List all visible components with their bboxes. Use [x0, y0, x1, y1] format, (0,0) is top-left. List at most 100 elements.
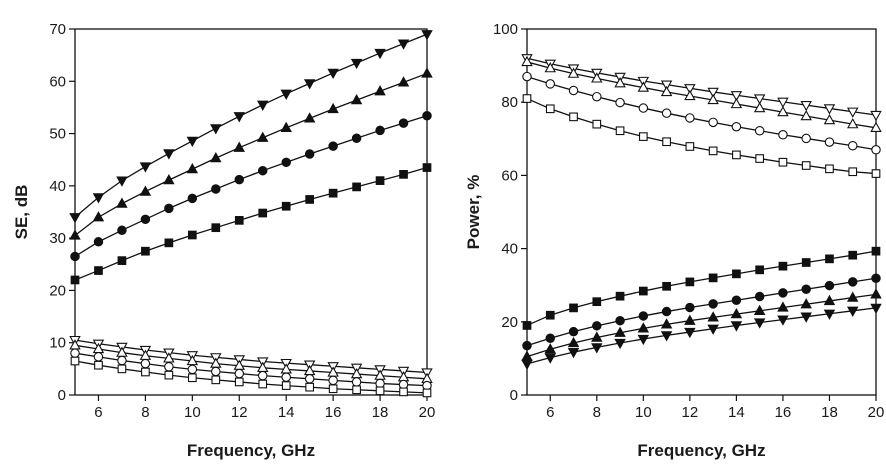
power-series-4-line — [526, 97, 877, 175]
power-series-2-point — [637, 81, 650, 92]
power-series-6-point — [522, 340, 532, 351]
power-x-tick-label: 6 — [546, 404, 554, 421]
power-series-7-point — [707, 311, 719, 322]
se-series-3-point — [398, 118, 409, 128]
se-series-3-point — [234, 174, 245, 185]
se-series-1-point — [350, 58, 363, 70]
power-series-2-point — [707, 93, 719, 105]
power-series-1-point — [730, 91, 743, 102]
power-y-tick-label: 40 — [501, 241, 518, 258]
se-series-3-point — [422, 111, 432, 121]
se-series-1-line — [74, 33, 428, 218]
se-series-4-point — [187, 230, 197, 240]
power-series-4-point — [801, 161, 811, 170]
power-series-7-point — [614, 326, 626, 337]
power-series-7-point — [544, 343, 557, 354]
se-series-2-point — [139, 185, 152, 196]
power-series-6-point — [592, 321, 602, 331]
se-series-3-point — [211, 184, 221, 194]
power-series-7-point — [684, 314, 696, 325]
se-series-7-point — [281, 372, 291, 382]
power-series-5-point — [522, 321, 532, 330]
se-series-1-point — [303, 79, 316, 90]
se-series-3-point — [140, 214, 151, 225]
power-series-3-point — [638, 103, 649, 113]
se-series-1-point — [397, 39, 410, 50]
power-series-1-point — [777, 97, 789, 108]
power-series-6-point — [545, 333, 556, 344]
power-series-6-point — [871, 273, 881, 283]
power-series-3-point — [615, 97, 625, 108]
se-series-8-point — [281, 381, 291, 390]
power-series-3-point — [708, 117, 718, 128]
power-series-3-point — [801, 133, 811, 144]
power-series-3-point — [847, 141, 858, 151]
se-y-tick-label: 20 — [49, 282, 66, 299]
se-series-4-point — [422, 163, 432, 172]
se-series-8-point — [70, 356, 80, 366]
power-series-6-point — [685, 302, 695, 313]
power-series-7-point — [567, 336, 580, 348]
power-series-7-point — [730, 307, 743, 319]
power-x-tick-label: 16 — [775, 404, 792, 421]
se-series-7-point — [328, 375, 338, 386]
power-series-4-point — [522, 94, 532, 103]
se-series-8 — [70, 356, 432, 398]
se-series-7-point — [257, 370, 268, 381]
se-series-1-point — [421, 30, 433, 41]
power-series-3-point — [824, 137, 835, 147]
se-series-2-point — [421, 67, 433, 78]
se-series-2-point — [256, 131, 269, 142]
power-series-8-point — [870, 303, 882, 315]
power-series-5-point — [755, 265, 765, 275]
power-series-2-point — [823, 114, 836, 125]
power-series-2-point — [730, 97, 743, 109]
se-series-6-line — [74, 344, 428, 380]
se-series-2-point — [303, 112, 316, 123]
se-series-7-point — [422, 380, 432, 391]
se-series-3-point — [164, 203, 174, 214]
se-series-2-point — [92, 211, 105, 222]
se-series-7-point — [164, 362, 174, 372]
se-series-7-point — [375, 378, 385, 389]
se-series-6-point — [163, 352, 175, 363]
se-series-8-point — [141, 367, 150, 377]
se-series-4-point — [399, 170, 408, 179]
se-x-tick-label: 6 — [94, 404, 102, 421]
power-series-5-point — [545, 310, 555, 320]
se-y-tick-label: 60 — [49, 73, 66, 90]
power-series-6-point — [661, 306, 672, 317]
se-series-1-point — [163, 149, 175, 160]
power-series-7-point — [846, 291, 859, 302]
se-series-3-point — [257, 165, 268, 176]
se-series-7-point — [351, 377, 362, 387]
se-series-8-point — [94, 360, 103, 370]
se-series-8-point — [258, 379, 268, 389]
se-series-4-point — [234, 216, 244, 225]
se-series-2-point — [280, 121, 292, 132]
power-series-2-point — [777, 105, 789, 117]
power-x-tick-label: 10 — [635, 404, 652, 421]
se-series-1 — [69, 30, 433, 224]
power-series-8-point — [637, 334, 650, 346]
power-series-6-point — [615, 315, 625, 326]
power-series-4-point — [615, 126, 625, 136]
power-series-5-point — [871, 246, 881, 256]
se-series-1-point — [327, 68, 339, 80]
se-series-8-point — [375, 386, 385, 396]
power-x-tick-label: 20 — [868, 404, 885, 421]
se-series-4-point — [305, 195, 315, 204]
power-x-tick-label: 12 — [682, 404, 699, 421]
se-series-4-point — [375, 176, 385, 185]
se-x-tick-label: 18 — [372, 404, 389, 421]
se-series-4-point — [328, 188, 338, 198]
power-series-7-point — [823, 294, 836, 306]
se-series-7 — [70, 348, 432, 391]
power-series-6 — [522, 273, 881, 351]
se-series-1-point — [92, 193, 105, 204]
se-series-1-point — [280, 89, 292, 100]
se-series-6 — [69, 339, 433, 383]
power-series-5-point — [592, 297, 602, 307]
power-series-2-point — [846, 118, 859, 129]
power-series-7-point — [777, 301, 789, 312]
